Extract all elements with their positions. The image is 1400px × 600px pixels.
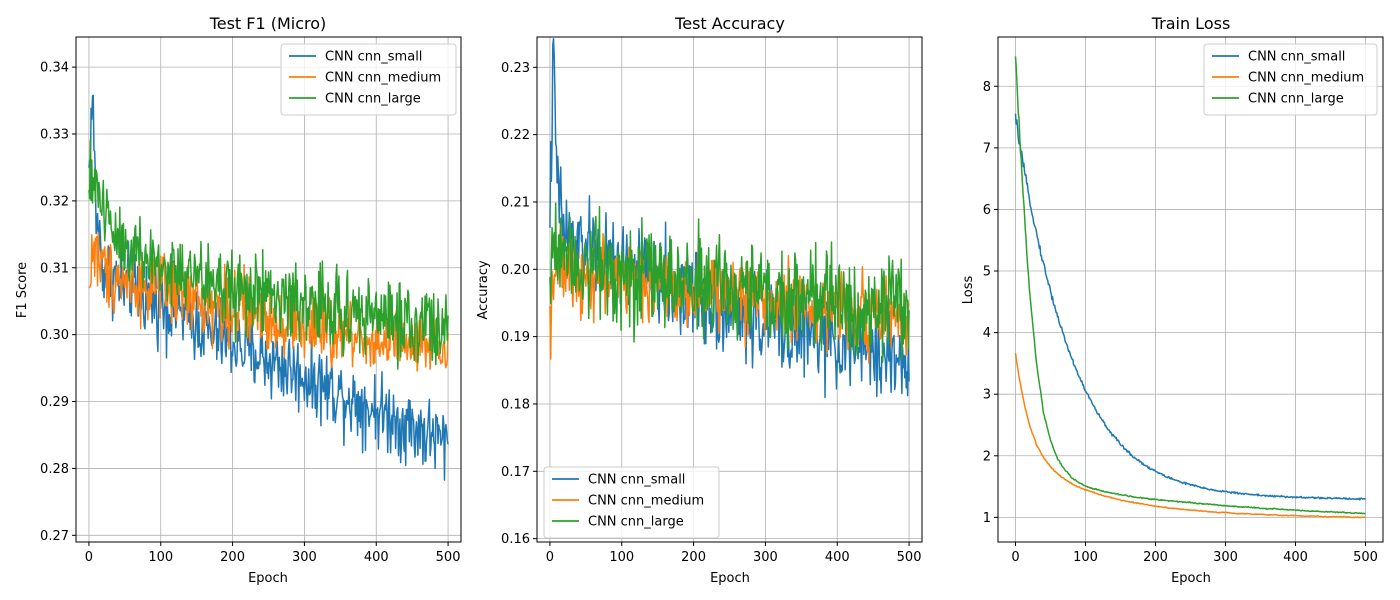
y-tick-label: 0.16 — [501, 532, 530, 547]
legend-label: CNN cnn_small — [325, 50, 422, 65]
y-axis-label: Loss — [961, 276, 976, 305]
y-tick-label: 0.28 — [40, 462, 69, 477]
x-axis-label: Epoch — [248, 571, 288, 586]
legend-label: CNN cnn_small — [1248, 50, 1345, 65]
grid — [537, 37, 922, 542]
series-lines — [549, 37, 910, 399]
y-tick-label: 0.17 — [501, 465, 530, 480]
y-tick-label: 0.29 — [40, 395, 69, 410]
x-tick-label: 200 — [220, 550, 245, 565]
x-ticks: 0 100 200 300 400 500 — [1011, 542, 1378, 565]
series-line-cnn-cnn_large — [549, 202, 910, 362]
grid — [76, 37, 461, 542]
series-line-cnn-cnn_large — [88, 139, 449, 370]
chart-title: Train Loss — [1151, 14, 1231, 33]
legend-box — [280, 43, 457, 116]
y-tick-label: 0.23 — [501, 61, 530, 76]
y-tick-label: 4 — [983, 326, 991, 341]
x-tick-label: 100 — [609, 550, 634, 565]
y-ticks: 0.27 0.28 0.29 0.30 0.31 0.32 0.33 0.34 — [40, 61, 76, 544]
series-line-cnn-cnn_small — [88, 94, 449, 481]
y-tick-label: 0.18 — [501, 397, 530, 412]
legend: CNN cnn_small CNN cnn_medium CNN cnn_large — [1203, 43, 1378, 116]
x-tick-label: 500 — [897, 550, 922, 565]
y-tick-label: 5 — [983, 265, 991, 280]
y-axis-label: Accuracy — [476, 260, 491, 320]
x-tick-label: 500 — [1353, 550, 1378, 565]
y-tick-label: 0.20 — [501, 263, 530, 278]
y-tick-label: 0.22 — [501, 128, 530, 143]
y-ticks: 1 2 3 4 5 6 7 8 — [983, 80, 998, 526]
chart-panel-f1: Test F1 (Micro) 0 100 200 300 400 500 0.270.2… — [15, 14, 462, 586]
x-tick-label: 200 — [681, 550, 706, 565]
series-line-cnn-cnn_medium — [1014, 353, 1366, 519]
x-tick-label: 100 — [1073, 550, 1098, 565]
x-tick-label: 400 — [825, 550, 850, 565]
x-tick-label: 300 — [1213, 550, 1238, 565]
legend-label: CNN cnn_medium — [1248, 71, 1364, 86]
y-tick-label: 7 — [983, 141, 991, 156]
y-tick-label: 0.32 — [40, 194, 69, 209]
y-tick-label: 6 — [983, 203, 991, 218]
series-line-cnn-cnn_small — [1014, 113, 1367, 501]
plot-frame — [75, 36, 462, 543]
chart-title: Test F1 (Micro) — [209, 14, 327, 33]
y-tick-label: 0.30 — [40, 328, 69, 343]
y-tick-label: 0.31 — [40, 261, 69, 276]
chart-panel-loss: Train Loss 0 100 200 300 400 500 1 2 3 4 5 6 7 8 Epo… — [961, 14, 1384, 586]
legend-box — [543, 466, 720, 539]
legend-box — [1203, 43, 1378, 116]
y-tick-label: 8 — [983, 80, 991, 95]
legend-label: CNN cnn_large — [1248, 92, 1344, 107]
x-tick-label: 400 — [1283, 550, 1308, 565]
x-tick-label: 0 — [1011, 550, 1019, 565]
legend: CNN cnn_small CNN cnn_medium CNN cnn_large — [280, 43, 457, 116]
series-lines — [88, 94, 449, 481]
y-tick-label: 0.33 — [40, 127, 69, 142]
x-ticks: 0 100 200 300 400 500 — [85, 542, 461, 565]
plot-frame — [997, 36, 1384, 543]
x-tick-label: 100 — [148, 550, 173, 565]
x-ticks: 0 100 200 300 400 500 — [546, 542, 922, 565]
x-tick-label: 0 — [85, 550, 93, 565]
x-tick-label: 200 — [1143, 550, 1168, 565]
y-tick-label: 1 — [983, 511, 991, 526]
legend: CNN cnn_small CNN cnn_medium CNN cnn_large — [543, 466, 720, 539]
plot-frame — [536, 36, 923, 543]
x-tick-label: 500 — [436, 550, 461, 565]
y-tick-label: 3 — [983, 388, 991, 403]
y-ticks: 0.16 0.17 0.18 0.19 0.20 0.21 0.22 0.23 — [501, 61, 537, 547]
y-tick-label: 0.27 — [40, 529, 69, 544]
legend-label: CNN cnn_large — [588, 515, 684, 530]
series-lines — [1014, 56, 1367, 519]
x-tick-label: 400 — [364, 550, 389, 565]
chart-panel-accuracy: Test Accuracy 0 100 200 300 400 500 0.160.170… — [476, 14, 923, 586]
series-line-cnn-cnn_medium — [88, 232, 449, 372]
x-axis-label: Epoch — [710, 571, 750, 586]
legend-label: CNN cnn_small — [588, 473, 685, 488]
y-tick-label: 0.19 — [501, 330, 530, 345]
x-tick-label: 300 — [292, 550, 317, 565]
legend-label: CNN cnn_medium — [325, 71, 441, 86]
legend-label: CNN cnn_medium — [588, 494, 704, 509]
legend-label: CNN cnn_large — [325, 92, 421, 107]
series-line-cnn-cnn_large — [1014, 56, 1366, 515]
y-axis-label: F1 Score — [15, 262, 30, 318]
y-tick-label: 2 — [983, 449, 991, 464]
x-tick-label: 300 — [753, 550, 778, 565]
y-tick-label: 0.21 — [501, 195, 530, 210]
x-tick-label: 0 — [546, 550, 554, 565]
chart-title: Test Accuracy — [674, 14, 785, 33]
y-tick-label: 0.34 — [40, 61, 69, 76]
x-axis-label: Epoch — [1171, 571, 1211, 586]
